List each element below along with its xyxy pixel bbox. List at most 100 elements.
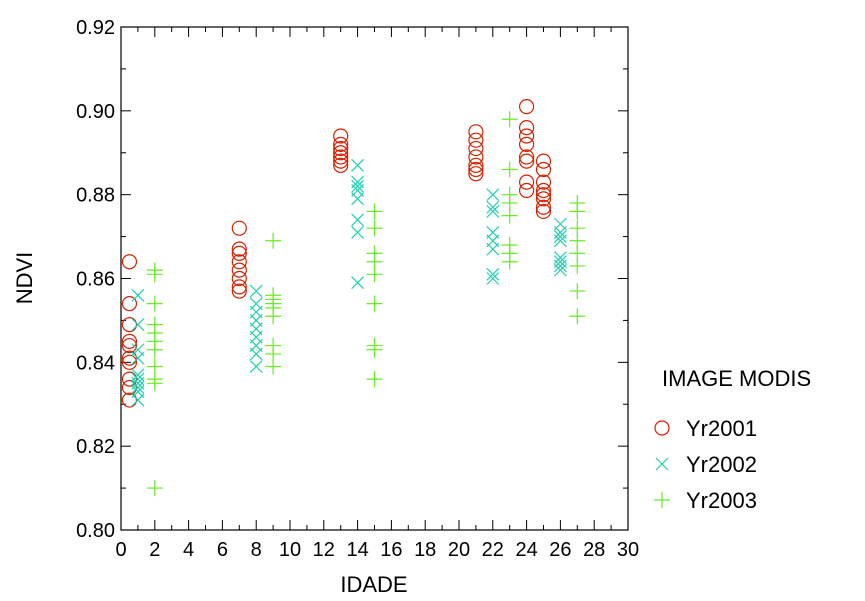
data-point <box>553 230 567 244</box>
data-point <box>366 295 383 312</box>
x-tick-label: 20 <box>448 539 470 561</box>
data-point <box>535 199 552 215</box>
data-point <box>333 145 349 161</box>
data-point <box>351 276 365 290</box>
data-point <box>468 166 484 182</box>
data-point <box>121 254 138 270</box>
legend-label: Yr2001 <box>686 416 757 441</box>
data-point <box>333 149 349 165</box>
y-tick-label: 0.88 <box>76 185 115 207</box>
data-point <box>518 136 535 152</box>
data-points <box>121 99 586 497</box>
data-point <box>121 333 138 349</box>
data-point <box>231 283 247 299</box>
data-point <box>569 203 586 220</box>
legend-marker <box>654 492 670 508</box>
legend-title: IMAGE MODIS <box>662 366 811 391</box>
data-point <box>569 257 586 274</box>
data-point <box>501 207 518 224</box>
data-point <box>265 232 282 249</box>
data-point <box>535 182 552 199</box>
x-axis-title: IDADE <box>340 572 407 597</box>
x-tick-labels: 0 2 4 6 8 10 12 14 16 18 20 22 24 26 28 30 <box>115 539 639 561</box>
data-point <box>131 288 145 302</box>
data-point <box>231 241 247 257</box>
legend-item-yr2002: Yr2002 <box>655 452 757 477</box>
data-point <box>518 99 535 115</box>
data-point <box>146 266 163 283</box>
series-yr2003 <box>146 111 586 497</box>
data-point <box>146 480 163 497</box>
y-tick-label: 0.92 <box>76 17 115 39</box>
data-point <box>501 161 518 178</box>
data-point <box>468 149 484 165</box>
data-point <box>265 358 282 375</box>
data-point <box>121 350 138 366</box>
data-point <box>518 182 535 199</box>
legend-item-yr2003: Yr2003 <box>654 488 757 513</box>
data-point <box>333 140 349 157</box>
data-point <box>569 283 586 300</box>
data-point <box>468 124 484 140</box>
data-point <box>351 213 365 227</box>
x-tick-label: 26 <box>549 539 571 561</box>
x-tick-label: 18 <box>414 539 436 561</box>
data-point <box>535 187 552 203</box>
data-point <box>333 128 349 144</box>
x-tick-label: 12 <box>313 539 335 561</box>
legend-label: Yr2003 <box>686 488 757 513</box>
data-point <box>535 153 552 169</box>
series-yr2002 <box>131 158 567 407</box>
data-point <box>553 259 567 273</box>
data-point <box>501 253 518 270</box>
data-point <box>231 245 247 261</box>
data-point <box>518 149 535 165</box>
y-tick-label: 0.80 <box>76 520 115 542</box>
legend-items: Yr2001 Yr2002 Yr2003 <box>654 416 757 513</box>
x-tick-label: 14 <box>346 539 368 561</box>
x-tick-label: 0 <box>115 539 126 561</box>
legend: IMAGE MODIS Yr2001 Yr2002 Yr2003 <box>654 366 811 513</box>
data-point <box>366 220 383 237</box>
data-point <box>366 266 383 283</box>
data-point <box>121 337 138 354</box>
data-point <box>366 203 383 220</box>
y-tick-label: 0.84 <box>76 352 115 374</box>
data-point <box>486 200 500 214</box>
data-point <box>121 371 138 387</box>
data-point <box>131 318 145 332</box>
data-point <box>535 174 552 190</box>
data-point <box>351 192 365 206</box>
data-point <box>553 263 567 277</box>
data-point <box>131 381 145 394</box>
y-axis-title: NDVI <box>12 252 37 305</box>
data-point <box>249 284 263 298</box>
data-point <box>468 132 484 148</box>
x-tick-label: 16 <box>380 539 402 561</box>
x-tick-label: 6 <box>217 539 228 561</box>
data-point <box>249 360 263 373</box>
x-tick-label: 4 <box>183 539 194 561</box>
data-point <box>121 317 138 333</box>
data-point <box>518 153 535 169</box>
x-tick-label: 2 <box>149 539 160 561</box>
data-point <box>333 153 349 169</box>
data-point <box>501 111 518 128</box>
data-point <box>121 296 138 312</box>
data-point <box>231 270 247 287</box>
data-point <box>518 174 535 190</box>
legend-marker <box>655 457 669 471</box>
data-point <box>265 308 282 325</box>
data-point <box>468 140 484 157</box>
data-point <box>121 392 138 408</box>
y-tick-labels: 0.80 0.82 0.84 0.86 0.88 0.90 0.92 <box>76 17 115 542</box>
data-point <box>351 225 365 239</box>
data-point <box>131 351 145 365</box>
data-point <box>351 158 365 172</box>
data-point <box>146 375 163 392</box>
x-tick-label: 22 <box>482 539 504 561</box>
data-point <box>231 220 247 236</box>
data-point <box>366 341 383 358</box>
legend-marker <box>654 420 670 436</box>
x-tick-label: 28 <box>583 539 605 561</box>
